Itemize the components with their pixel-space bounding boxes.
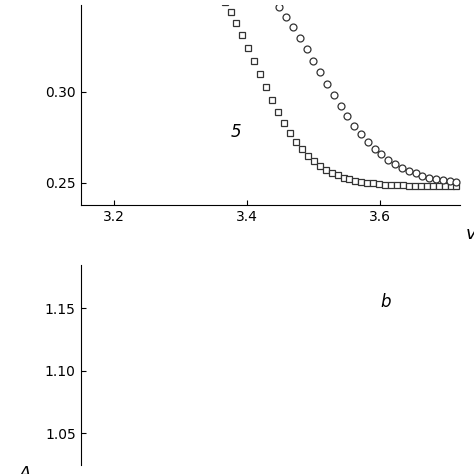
X-axis label: v: v [466,225,474,243]
Text: b: b [380,293,391,311]
Text: A: A [19,465,32,474]
Text: 5: 5 [230,123,241,141]
